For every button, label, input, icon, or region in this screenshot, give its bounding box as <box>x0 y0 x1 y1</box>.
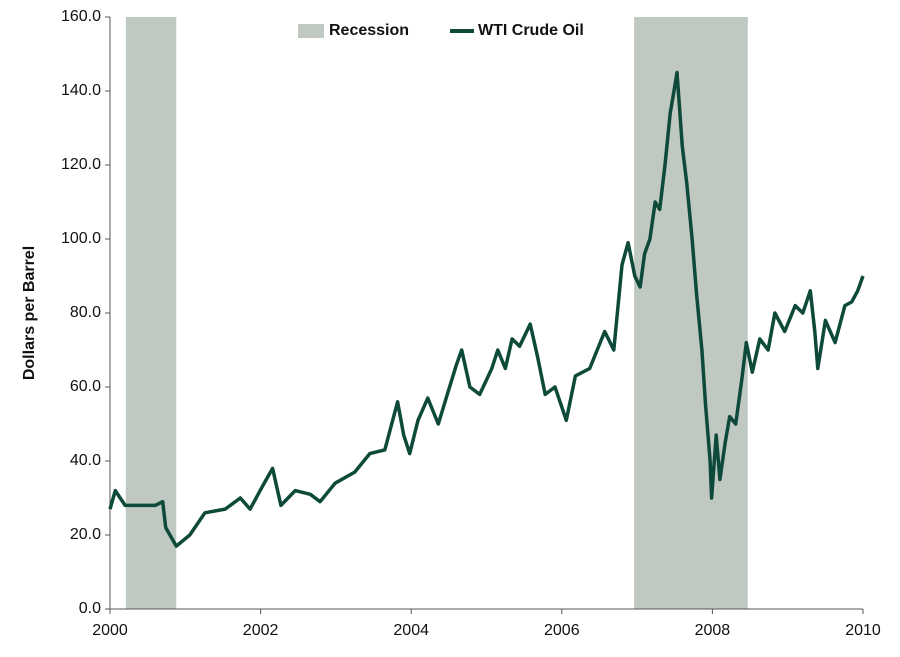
y-tick-label: 80.0 <box>70 304 101 321</box>
y-tick-label: 120.0 <box>61 156 101 173</box>
data-line <box>108 70 865 548</box>
legend-label: Recession <box>329 22 409 39</box>
y-tick-label: 20.0 <box>70 526 101 543</box>
x-tick-label: 2004 <box>393 622 429 639</box>
x-tick-label: 2010 <box>845 622 881 639</box>
y-tick-label: 40.0 <box>70 452 101 469</box>
x-tick-label: 2006 <box>544 622 580 639</box>
legend-label: WTI Crude Oil <box>478 22 584 39</box>
y-tick-label: 140.0 <box>61 82 101 99</box>
x-tick-label: 2002 <box>243 622 279 639</box>
y-axis-label: Dollars per Barrel <box>21 246 38 380</box>
y-tick-label: 0.0 <box>79 600 101 617</box>
y-tick-label: 60.0 <box>70 378 101 395</box>
legend-swatch <box>298 24 324 38</box>
y-tick-label: 160.0 <box>61 8 101 25</box>
recession-band <box>634 17 748 609</box>
x-tick-label: 2000 <box>92 622 128 639</box>
recession-band <box>125 17 177 609</box>
y-tick-label: 100.0 <box>61 230 101 247</box>
x-tick-label: 2008 <box>695 622 731 639</box>
